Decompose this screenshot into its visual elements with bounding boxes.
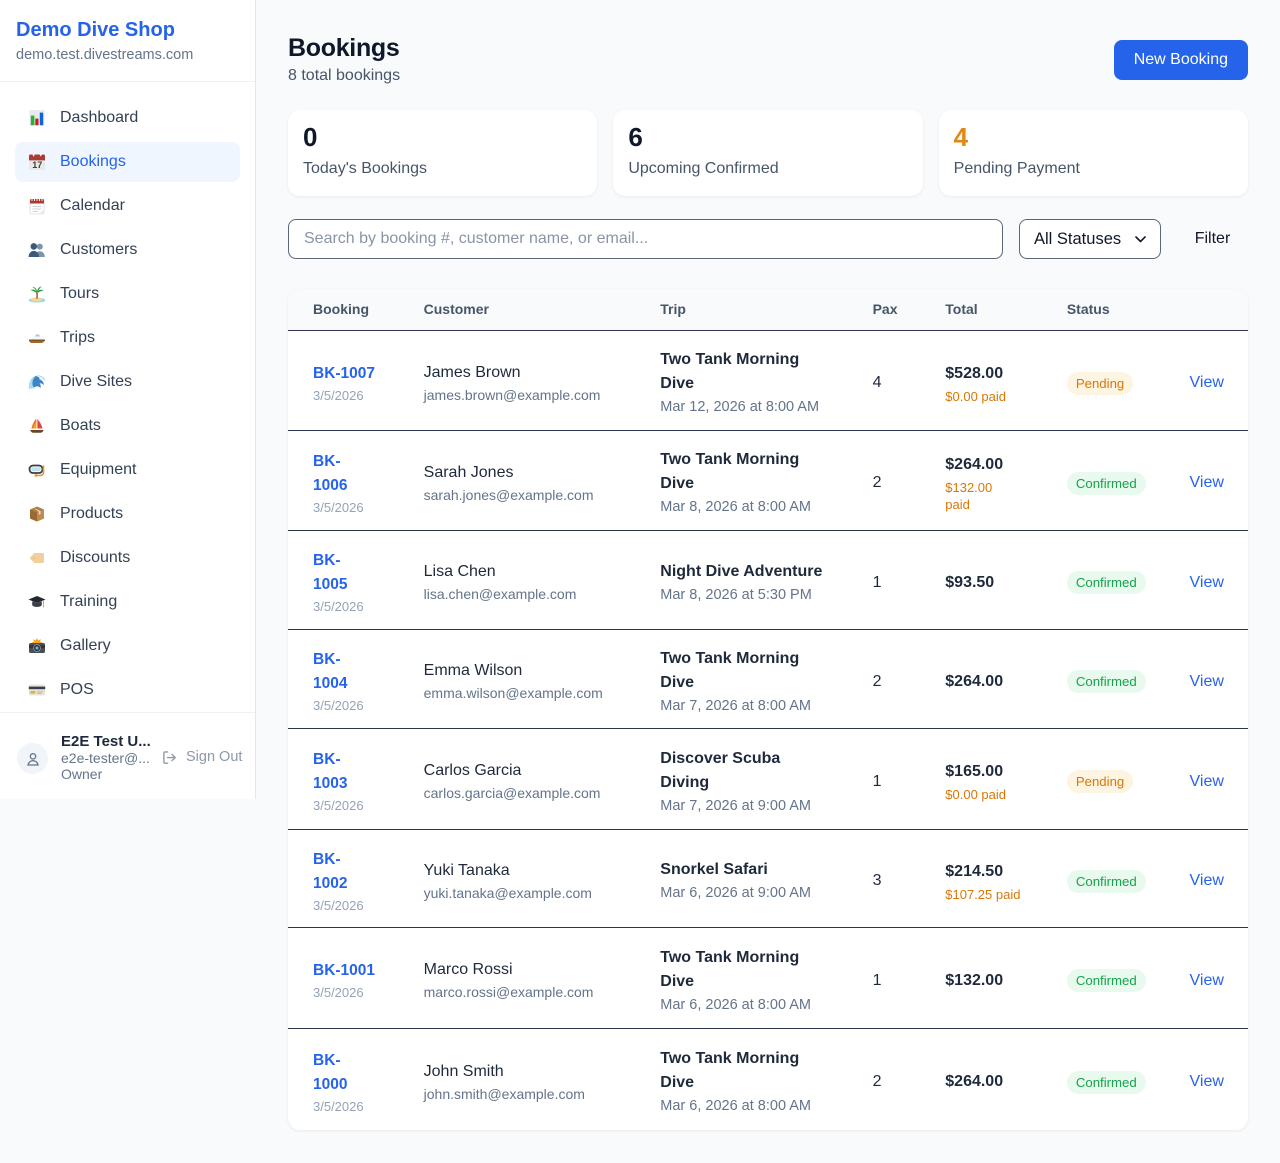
svg-text:17: 17: [32, 160, 42, 170]
